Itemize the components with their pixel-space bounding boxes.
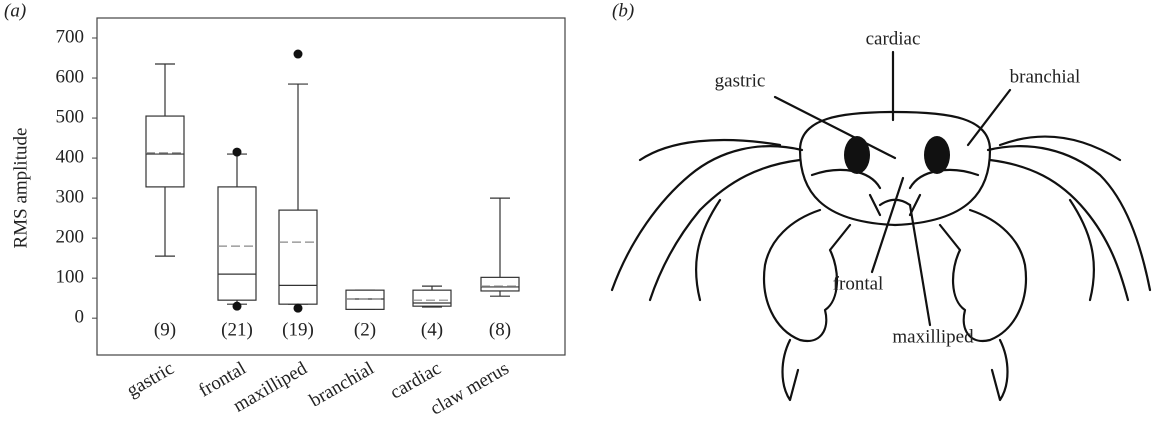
crab-eye [844,136,870,174]
y-tick-label: 200 [56,226,85,247]
y-axis-label: RMS amplitude [10,128,31,249]
crab-eye [924,136,950,174]
y-tick-label: 100 [56,267,85,288]
n-label: (19) [282,319,314,340]
y-tick-label: 500 [56,106,85,127]
x-tick-label: claw merus [427,358,513,420]
y-tick-label: 400 [56,146,85,167]
y-tick-label: 600 [56,66,85,87]
n-label: (4) [421,319,443,340]
outlier [232,147,242,157]
outlier [293,49,303,59]
n-label: (21) [221,319,253,340]
diagram-label: gastric [715,70,766,91]
panel-label: (a) [4,0,26,21]
n-label: (2) [354,319,376,340]
x-tick-label: branchial [306,358,378,412]
n-label: (9) [154,319,176,340]
n-label: (8) [489,319,511,340]
y-tick-label: 0 [75,307,85,328]
diagram-label: maxilliped [892,326,974,347]
y-tick-label: 300 [56,186,85,207]
box [480,276,520,292]
plot-frame [96,17,566,356]
box [412,289,452,307]
diagram-label: branchial [1010,66,1081,87]
outlier [232,301,242,311]
x-tick-label: gastric [123,358,177,402]
panel-label: (b) [612,0,634,21]
box [217,186,257,301]
outlier [293,303,303,313]
box [278,209,318,305]
y-tick-label: 700 [56,26,85,47]
diagram-label: cardiac [866,28,921,49]
box [145,115,185,188]
diagram-label: frontal [833,273,884,294]
crab-drawing [610,50,1152,402]
box [345,289,385,310]
